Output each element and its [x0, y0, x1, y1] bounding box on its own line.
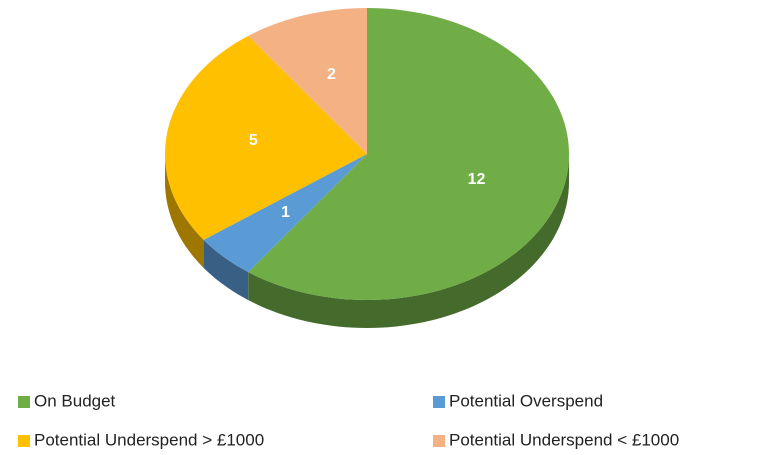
- legend-swatch: [433, 435, 445, 447]
- legend-swatch: [18, 396, 30, 408]
- data-label: 12: [468, 171, 486, 188]
- legend-label: Potential Underspend < £1000: [449, 430, 679, 449]
- legend-swatch: [433, 396, 445, 408]
- data-label: 5: [249, 132, 258, 149]
- legend-swatch: [18, 435, 30, 447]
- pie-slice: [165, 35, 367, 240]
- data-label: 2: [327, 66, 336, 83]
- pie-slice-side: [248, 154, 569, 328]
- data-label: 1: [281, 204, 290, 221]
- pie-slice: [248, 8, 569, 300]
- legend-label: Potential Overspend: [449, 391, 603, 410]
- legend-label: Potential Underspend > £1000: [34, 430, 264, 449]
- pie-slice: [203, 154, 367, 273]
- pie-slice-side: [165, 154, 204, 268]
- pie-slice-side: [203, 239, 249, 301]
- pie-slice: [248, 8, 367, 154]
- legend-label: On Budget: [34, 391, 116, 410]
